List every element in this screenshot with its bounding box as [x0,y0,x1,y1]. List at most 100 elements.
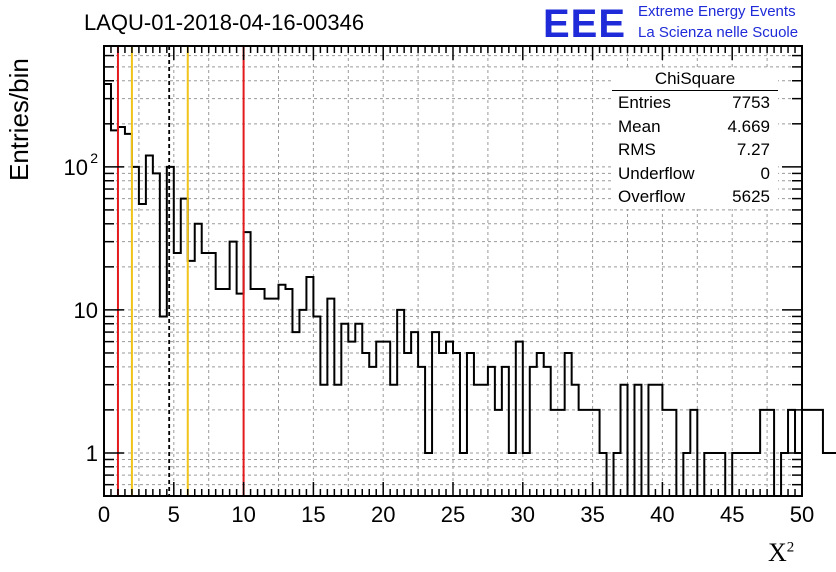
histogram-bin [167,167,174,496]
y-tick-label: 1 [86,441,98,466]
histogram-bin [202,253,209,496]
x-tick-label: 40 [650,502,674,527]
histogram-bin [572,385,579,496]
histogram-bin [244,232,251,496]
stats-row-rms: RMS 7.27 [612,138,778,162]
logo-line-1: Extreme Energy Events [638,3,796,20]
histogram-bin [551,410,558,496]
histogram-bin [781,453,788,496]
histogram-bin [362,353,369,496]
histogram-bin [467,353,474,496]
axes [103,45,803,497]
histogram-bin [355,324,362,496]
histogram-bin [544,367,551,496]
histogram-bin [446,342,453,496]
x-tick-label: 10 [231,502,255,527]
stats-row-overflow: Overflow 5625 [612,185,778,209]
histogram-outline [104,82,836,497]
histogram-bin [579,410,586,496]
histogram-bin [593,410,600,496]
stats-label: Underflow [618,163,695,183]
histogram-bin [230,242,237,496]
histogram-bin [425,453,432,496]
histogram-bin [285,289,292,496]
histogram-bin [600,453,607,496]
histogram-bin [816,410,823,496]
histogram-bin [809,410,816,496]
histogram-bin [823,453,830,496]
x-tick-label: 0 [98,502,110,527]
stats-value: 4.669 [727,116,770,136]
histogram-bin [341,324,348,496]
histogram-bin [390,385,397,496]
x-tick-label: 35 [580,502,604,527]
histogram-bin [760,410,767,496]
histogram-bin [348,342,355,496]
histogram-bin [488,367,495,496]
histogram-bin [132,167,139,496]
histogram-bin [209,253,216,496]
y-tick-label-exponent: 2 [90,150,98,166]
histogram-bin [739,453,746,496]
histogram-bin [474,385,481,496]
x-tick-label: 5 [168,502,180,527]
histogram-bin [153,173,160,496]
histogram-bin [460,453,467,496]
stats-label: Mean [618,116,661,136]
eee-logo: EEE [543,2,627,46]
histogram-bin [732,453,739,496]
grid-lines [104,46,802,496]
histogram-bin [376,342,383,496]
histogram-bin [188,261,195,496]
histogram-bin [313,316,320,496]
x-axis-label-superscript: 2 [786,539,795,556]
histogram-bin [683,453,690,496]
histogram-bin [195,224,202,496]
y-tick-label: 10 [74,298,98,323]
x-tick-label: 30 [511,502,535,527]
histogram-bin [327,299,334,496]
histogram-bin [404,353,411,496]
stats-title: ChiSquare [612,68,778,91]
histogram-bin [530,367,537,496]
histogram-bin [753,453,760,496]
histogram-bin [662,410,669,496]
x-axis-label-base: X [768,538,787,567]
histogram-bin [320,385,327,496]
histogram-bin [272,299,279,496]
histogram-bin [258,289,265,496]
histogram-bin [502,367,509,496]
stats-value: 7753 [732,93,770,112]
histogram-bars [104,82,836,497]
x-tick-label: 15 [301,502,325,527]
histogram-bin [237,294,244,496]
histogram-bin [516,342,523,496]
histogram-bin [523,453,530,496]
stats-label: RMS [618,140,656,159]
x-tick-label: 25 [441,502,465,527]
histogram-bin [160,316,167,496]
histogram-bin [397,310,404,496]
x-tick-label: 20 [371,502,395,527]
stats-label: Entries [618,93,671,112]
histogram-bin [111,130,118,496]
histogram-bin [104,84,111,496]
histogram-bin [614,453,621,496]
histogram-bin [509,453,516,496]
histogram-bin [537,353,544,496]
reference-lines [116,46,245,496]
histogram-bin [634,385,641,496]
histogram-bin [174,253,181,496]
histogram-bin [279,285,286,496]
x-tick-label: 45 [720,502,744,527]
stats-row-entries: Entries 7753 [612,91,778,115]
logo-line-2: La Scienza nelle Scuole [638,24,799,41]
histogram-bin [223,289,230,496]
histogram-bin [418,367,425,496]
histogram-bin [265,299,272,496]
histogram-bin [411,332,418,496]
stats-label: Overflow [618,187,686,206]
chart-title: LAQU-01-2018-04-16-00346 [84,10,365,35]
